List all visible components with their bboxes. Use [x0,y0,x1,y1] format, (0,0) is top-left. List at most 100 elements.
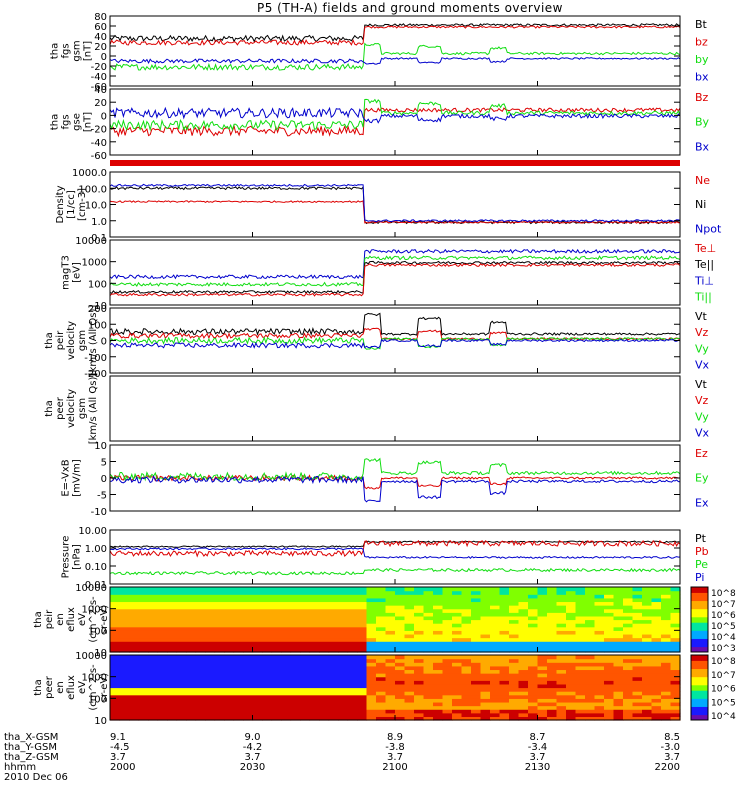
heatmap-cell [585,658,596,663]
heatmap-cell [404,648,415,653]
heatmap-cell [623,633,634,639]
heatmap-cell [547,597,558,603]
heatmap-cell [670,626,681,631]
heatmap-cell [461,683,472,689]
heatmap-cell [537,662,548,667]
heatmap-cell [480,623,491,628]
heatmap-cell [252,608,263,613]
heatmap-cell [471,691,482,696]
heatmap-cell [566,601,577,606]
heatmap-cell [243,612,254,617]
heatmap-cell [138,590,149,595]
heatmap-cell [623,612,634,617]
heatmap-cell [385,630,396,635]
panel-temperature: magT3 [eV] [61,239,681,306]
heatmap-cell [490,676,501,681]
heatmap-cell [594,673,605,678]
heatmap-cell [119,712,130,717]
heatmap-cell [138,669,149,674]
heatmap-cell [604,698,615,703]
heatmap-cell [509,633,520,639]
heatmap-cell [347,694,358,699]
colorbar-step [691,660,708,664]
heatmap-cell [252,662,263,667]
heatmap-cell [499,612,510,617]
heatmap-cell [490,683,501,689]
heatmap-cell [319,658,330,663]
heatmap-cell [319,698,330,703]
heatmap-cell [566,691,577,696]
heatmap-cell [404,701,415,707]
heatmap-cell [556,633,567,639]
legend-entry: Vx [695,358,710,371]
heatmap-cell [366,680,377,685]
heatmap-cell [300,608,311,613]
heatmap-cell [547,658,558,663]
heatmap-cell [300,683,311,689]
heatmap-cell [642,612,653,617]
heatmap-cell [499,712,510,717]
heatmap-cell [661,648,672,653]
heatmap-cell [357,712,368,717]
heatmap-cell [300,623,311,628]
heatmap-cell [575,673,586,678]
y-tick-label: -20 [91,125,107,136]
heatmap-cell [594,587,605,592]
heatmap-cell [661,608,672,613]
y-tick-label: 20 [94,42,107,53]
legend-entry: By [695,116,710,129]
heatmap-cell [214,662,225,667]
heatmap-cell [138,698,149,703]
heatmap-cell [566,590,577,595]
heatmap-cell [499,605,510,610]
heatmap-cell [651,655,662,660]
heatmap-cell [347,716,358,721]
heatmap-cell [585,701,596,707]
heatmap-cell [271,619,282,624]
heatmap-cell [319,680,330,685]
heatmap-cell [110,597,121,603]
heatmap-cell [594,633,605,639]
heatmap-cell [395,605,406,610]
heatmap-cell [148,644,159,649]
heatmap-cell [385,605,396,610]
heatmap-cell [319,705,330,710]
legend-entry: bx [695,71,709,84]
heatmap-cell [262,709,273,714]
heatmap-cell [547,676,558,681]
heatmap-cell [651,676,662,681]
heatmap-cell [300,698,311,703]
heatmap-cell [423,676,434,681]
heatmap-cell [452,608,463,613]
heatmap-cell [509,612,520,617]
heatmap-cell [309,605,320,610]
heatmap-cell [670,683,681,689]
heatmap-cell [433,694,444,699]
heatmap-cell [623,626,634,631]
heatmap-cell [518,680,529,685]
heatmap-cell [338,605,349,610]
heatmap-cell [129,641,140,646]
heatmap-cell [138,701,149,707]
heatmap-cell [309,694,320,699]
heatmap-cell [262,608,273,613]
heatmap-cell [442,665,453,671]
heatmap-cell [670,648,681,653]
heatmap-cell [309,633,320,639]
heatmap-cell [423,601,434,606]
heatmap-cell [138,597,149,603]
heatmap-cell [670,619,681,624]
heatmap-cell [148,587,159,592]
legend-entry: Ni [695,198,706,211]
heatmap-cell [233,597,244,603]
heatmap-cell [461,676,472,681]
colorbar-step [691,600,708,604]
heatmap-cell [575,590,586,595]
heatmap-cell [176,594,187,599]
heatmap-cell [480,590,491,595]
heatmap-cell [414,683,425,689]
colorbar-step [691,655,708,659]
colorbar-step [691,690,708,694]
heatmap-cell [110,680,121,685]
colorbar-step [691,679,708,683]
